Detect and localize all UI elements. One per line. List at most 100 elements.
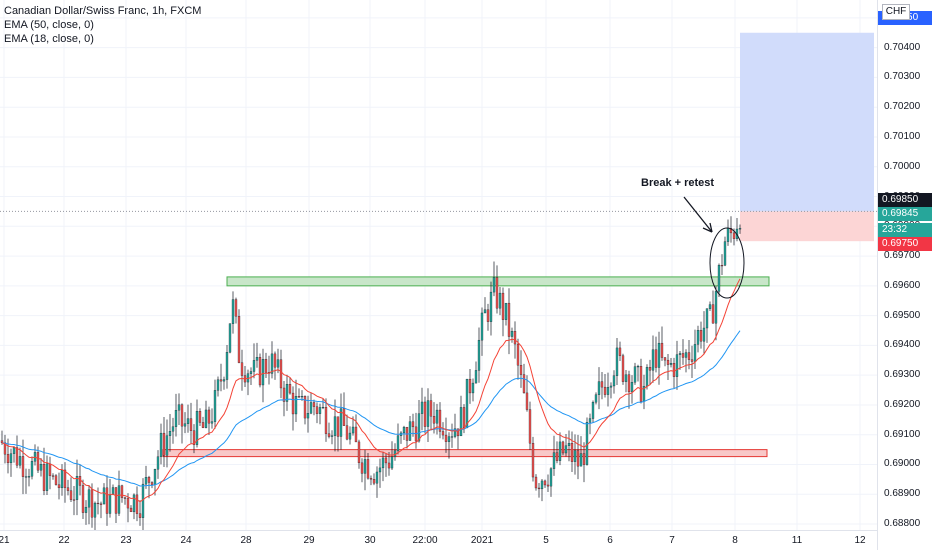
candle-body — [249, 371, 253, 374]
annotation-arrow — [683, 196, 713, 233]
price-chart[interactable] — [0, 0, 877, 530]
price-badge: 23:32 — [878, 223, 932, 237]
candle-body — [714, 291, 718, 324]
candle-body — [474, 370, 478, 384]
price-tick-label: 0.69700 — [884, 250, 921, 262]
candle-body — [213, 390, 217, 422]
candle-body — [666, 359, 670, 365]
candle-body — [429, 400, 433, 417]
candle-body — [471, 382, 475, 394]
candle-body — [711, 304, 715, 324]
candle-body — [90, 489, 94, 518]
candle-body — [327, 433, 331, 437]
candle-body — [18, 456, 22, 466]
candle-body — [252, 360, 256, 372]
price-tick-label: 0.69400 — [884, 339, 921, 351]
candle-body — [204, 409, 208, 428]
candle-body — [42, 464, 46, 491]
candle-body — [636, 366, 640, 368]
candle-body — [408, 421, 412, 441]
candle-body — [609, 385, 613, 388]
candle-body — [303, 396, 307, 419]
candle-body — [726, 228, 730, 242]
candle-body — [543, 480, 547, 486]
candle-body — [660, 342, 664, 358]
candle-body — [717, 265, 721, 292]
candle-body — [696, 330, 700, 345]
ema-50-label[interactable]: EMA (50, close, 0) — [4, 19, 94, 31]
candle-body — [687, 352, 691, 360]
candle-body — [573, 450, 577, 462]
candle-body — [75, 476, 79, 500]
candle-body — [111, 487, 115, 495]
candle-body — [153, 469, 157, 485]
candle-body — [558, 441, 562, 461]
price-tick-label: 0.70000 — [884, 160, 921, 172]
candle-body — [198, 411, 202, 423]
candle-body — [579, 453, 583, 467]
symbol-title[interactable]: Canadian Dollar/Swiss Franc, 1h, FXCM — [4, 5, 202, 17]
candle-body — [144, 477, 148, 485]
candle-body — [135, 494, 139, 514]
candle-body — [24, 476, 28, 478]
candle-body — [693, 344, 697, 362]
candle-body — [222, 379, 226, 382]
candle-body — [456, 428, 460, 437]
candle-body — [438, 409, 442, 432]
candle-body — [360, 462, 364, 474]
candle-body — [522, 374, 526, 394]
candle-body — [369, 478, 373, 480]
price-tick-label: 0.69200 — [884, 398, 921, 410]
candle-body — [192, 430, 196, 445]
candle-body — [357, 441, 361, 464]
candle-body — [9, 453, 13, 464]
price-tick-label: 0.69100 — [884, 428, 921, 440]
candle-body — [354, 426, 358, 443]
candle-body — [78, 476, 82, 486]
time-tick-label: 7 — [669, 535, 675, 546]
candle-body — [36, 452, 40, 471]
candle-body — [483, 309, 487, 314]
price-tick-label: 0.69500 — [884, 309, 921, 321]
candle-body — [501, 292, 505, 320]
price-badge: 0.69750 — [878, 237, 932, 251]
candle-body — [234, 299, 238, 317]
candle-body — [105, 487, 109, 514]
candle-body — [180, 404, 184, 427]
candle-body — [57, 484, 61, 489]
candle-body — [96, 502, 100, 505]
candle-body — [348, 432, 352, 440]
candle-body — [345, 425, 349, 440]
candle-body — [510, 331, 514, 337]
candle-body — [225, 352, 229, 380]
annotation-text: Break + retest — [641, 177, 715, 189]
ema-18-label[interactable]: EMA (18, close, 0) — [4, 33, 94, 45]
candle-body — [264, 359, 268, 373]
candle-body — [675, 354, 679, 377]
candle-body — [15, 447, 19, 466]
candle-body — [261, 359, 265, 386]
chart-area[interactable]: Canadian Dollar/Swiss Franc, 1h, FXCM EM… — [0, 0, 877, 530]
candle-body — [480, 312, 484, 341]
grid — [0, 0, 877, 530]
candle-body — [516, 343, 520, 366]
candle-body — [84, 506, 88, 513]
candle-body — [669, 363, 673, 365]
time-axis[interactable]: 21 22 23 24 28 29 30 22:00 2021 5 6 7 8 11 12 — [0, 530, 877, 551]
candle-body — [723, 241, 727, 266]
price-axis[interactable]: 0.68800 0.68900 0.69000 0.69100 0.69200 0.693… — [877, 0, 932, 550]
price-tick-label: 0.70300 — [884, 71, 921, 83]
candle-body — [591, 402, 595, 419]
candle-body — [330, 435, 334, 437]
chart-legend: Canadian Dollar/Swiss Franc, 1h, FXCM EM… — [4, 4, 201, 46]
candle-body — [444, 434, 448, 442]
candle-body — [564, 445, 568, 454]
candle-body — [567, 443, 571, 446]
candle-body — [534, 476, 538, 489]
candle-body — [426, 400, 430, 427]
candle-body — [588, 418, 592, 423]
candle-body — [720, 265, 724, 267]
currency-button[interactable]: CHF — [882, 4, 910, 20]
candle-body — [651, 349, 655, 371]
time-tick-label: 28 — [240, 535, 252, 546]
